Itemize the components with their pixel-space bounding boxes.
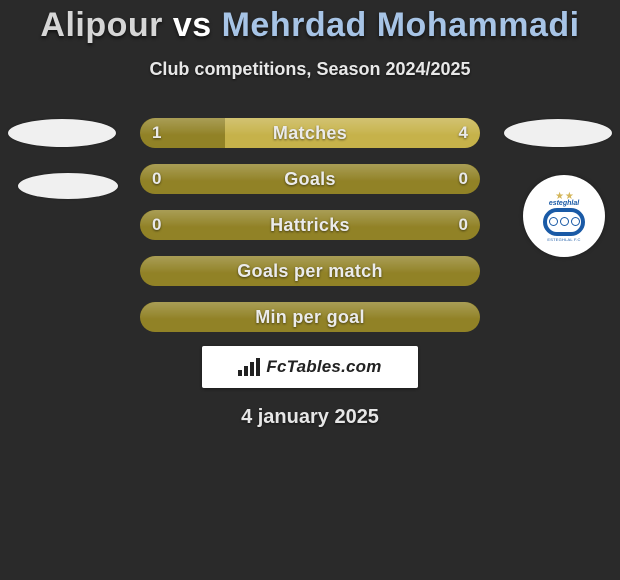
stat-bar: Goals per match [140, 256, 480, 286]
site-logo: FcTables.com [202, 346, 418, 388]
page-title: Alipour vs Mehrdad Mohammadi [0, 0, 620, 45]
stat-label: Matches [273, 123, 347, 144]
badge-word: esteghlal [549, 200, 579, 207]
stat-label: Hattricks [270, 215, 350, 236]
stat-value-right: 0 [459, 215, 468, 235]
stat-bar: 0 Hattricks 0 [140, 210, 480, 240]
title-vs: vs [173, 6, 212, 44]
stat-value-left: 1 [152, 123, 161, 143]
stat-row: Goals per match [0, 254, 620, 288]
title-player1: Alipour [40, 6, 162, 44]
date-label: 4 january 2025 [0, 406, 620, 429]
stat-row: 0 Hattricks 0 [0, 208, 620, 242]
player-right-placeholder [504, 119, 612, 147]
stat-bar: 0 Goals 0 [140, 164, 480, 194]
stat-rows: 1Matches4★ ★esteghlalESTEGHLAL F.C0Goals… [0, 116, 620, 334]
stat-value-left: 0 [152, 215, 161, 235]
stat-row: Min per goal [0, 300, 620, 334]
stat-row: 1 Matches 4 [0, 116, 620, 150]
stat-label: Goals per match [237, 261, 383, 282]
stat-label: Min per goal [255, 307, 365, 328]
title-player2: Mehrdad Mohammadi [222, 6, 580, 44]
stat-value-left: 0 [152, 169, 161, 189]
stat-bar: 1 Matches 4 [140, 118, 480, 148]
site-logo-text: FcTables.com [266, 357, 381, 377]
subtitle: Club competitions, Season 2024/2025 [0, 59, 620, 80]
player-left-placeholder [18, 173, 118, 199]
player-left-placeholder [8, 119, 116, 147]
bar-chart-icon [238, 358, 260, 376]
stat-label: Goals [284, 169, 336, 190]
stat-row: ★ ★esteghlalESTEGHLAL F.C0Goals0 [0, 162, 620, 196]
stat-bar: Min per goal [140, 302, 480, 332]
stat-value-right: 4 [459, 123, 468, 143]
stat-value-right: 0 [459, 169, 468, 189]
